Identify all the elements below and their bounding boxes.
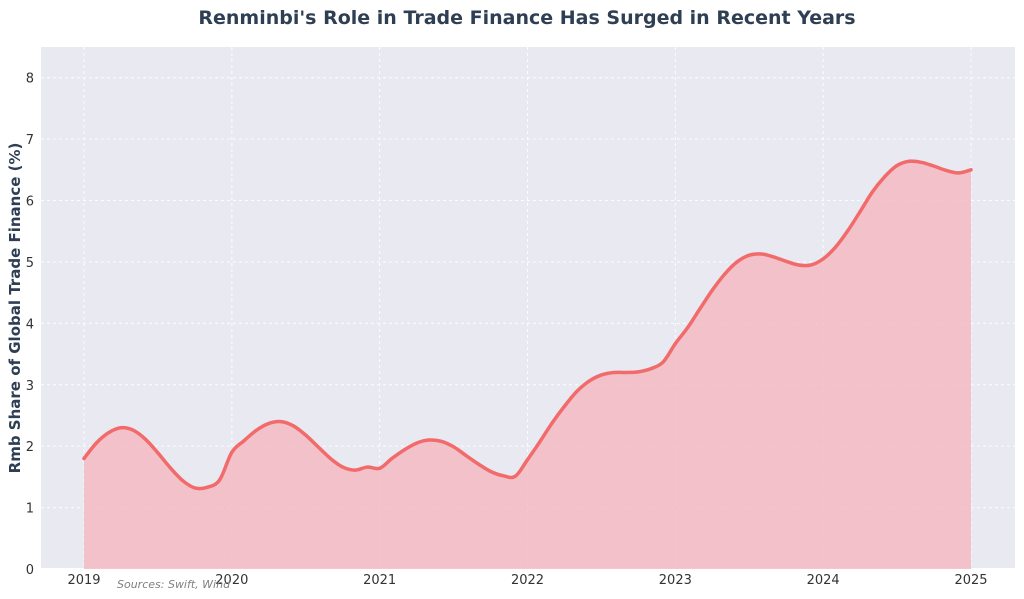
y-tick-label: 8 (26, 72, 34, 87)
data-point (328, 456, 333, 461)
y-tick-label: 5 (26, 256, 34, 271)
source-note: Sources: Swift, Wind (117, 578, 231, 591)
data-point (82, 456, 86, 461)
data-point (291, 424, 296, 428)
data-point (513, 474, 517, 478)
data-point (242, 439, 246, 443)
data-point (390, 456, 394, 461)
data-point (205, 485, 209, 489)
data-point (156, 451, 160, 455)
data-point (464, 453, 468, 457)
chart-title: Renminbi's Role in Trade Finance Has Sur… (198, 7, 855, 29)
y-tick-label: 2 (26, 440, 34, 455)
data-point (144, 437, 148, 442)
data-point (772, 255, 776, 259)
data-point (181, 478, 185, 483)
x-tick-label: 2019 (67, 573, 100, 588)
y-tick-label: 1 (26, 502, 34, 517)
data-point (759, 252, 764, 256)
data-points (82, 159, 973, 490)
data-point (365, 465, 369, 469)
data-point (870, 190, 874, 194)
data-point (402, 448, 406, 452)
data-point (525, 458, 530, 462)
data-point (784, 259, 788, 263)
data-point (353, 468, 357, 472)
data-point (267, 421, 271, 426)
x-tick-label: 2022 (511, 573, 544, 588)
data-point (107, 431, 111, 435)
x-tick-label: 2023 (659, 573, 692, 588)
x-axis-ticks: 2019 2020 2021 2022 2023 2024 2025 (67, 573, 987, 588)
data-point (747, 253, 751, 257)
data-point (279, 420, 283, 424)
x-tick-label: 2024 (807, 573, 840, 588)
data-point (698, 307, 702, 311)
data-point (710, 288, 714, 292)
data-point (254, 428, 259, 432)
data-point (612, 370, 616, 375)
x-tick-label: 2021 (363, 573, 396, 588)
y-tick-label: 0 (26, 563, 34, 578)
data-point (846, 229, 850, 233)
y-axis-ticks: 0 1 2 3 4 5 6 7 8 (26, 72, 34, 578)
data-point (673, 342, 677, 346)
data-point (599, 373, 604, 377)
data-point (538, 440, 542, 444)
x-tick-label: 2025 (954, 573, 987, 588)
data-point (587, 379, 591, 383)
data-point (451, 445, 456, 449)
data-point (722, 272, 727, 276)
data-point (686, 326, 690, 330)
series-area-fill (84, 161, 971, 569)
data-point (809, 263, 813, 267)
data-point (920, 160, 924, 165)
data-point (636, 370, 640, 374)
data-point (883, 174, 887, 179)
data-point (932, 164, 936, 168)
y-tick-label: 7 (26, 133, 34, 148)
data-point (439, 439, 443, 443)
data-point (488, 469, 493, 473)
y-axis-label: Rmb Share of Global Trade Finance (%) (6, 143, 24, 474)
data-point (969, 168, 973, 172)
data-point (649, 367, 653, 371)
y-tick-label: 6 (26, 195, 34, 210)
data-point (415, 441, 419, 445)
y-tick-label: 3 (26, 379, 34, 394)
data-point (217, 478, 222, 482)
data-point (821, 257, 825, 261)
x-tick-label: 2020 (215, 573, 248, 588)
data-point (230, 450, 234, 454)
data-point (316, 445, 320, 449)
data-point (378, 466, 382, 470)
data-point (193, 486, 197, 490)
data-point (895, 163, 899, 168)
data-point (550, 421, 554, 425)
data-point (562, 404, 567, 408)
data-point (661, 360, 665, 364)
y-tick-label: 4 (26, 317, 34, 332)
data-point (168, 466, 172, 470)
data-point (624, 370, 628, 375)
data-point (427, 438, 431, 442)
data-point (131, 428, 135, 432)
data-point (833, 245, 838, 249)
data-point (735, 260, 739, 264)
data-point (796, 263, 801, 267)
data-point (957, 171, 961, 175)
data-point (119, 426, 123, 430)
data-point (476, 462, 480, 466)
data-point (304, 433, 308, 437)
data-point (341, 465, 345, 469)
data-point (575, 389, 579, 394)
data-point (907, 159, 911, 163)
data-point (501, 474, 505, 478)
data-point (858, 209, 862, 214)
data-point (944, 168, 948, 173)
data-point (94, 441, 98, 445)
